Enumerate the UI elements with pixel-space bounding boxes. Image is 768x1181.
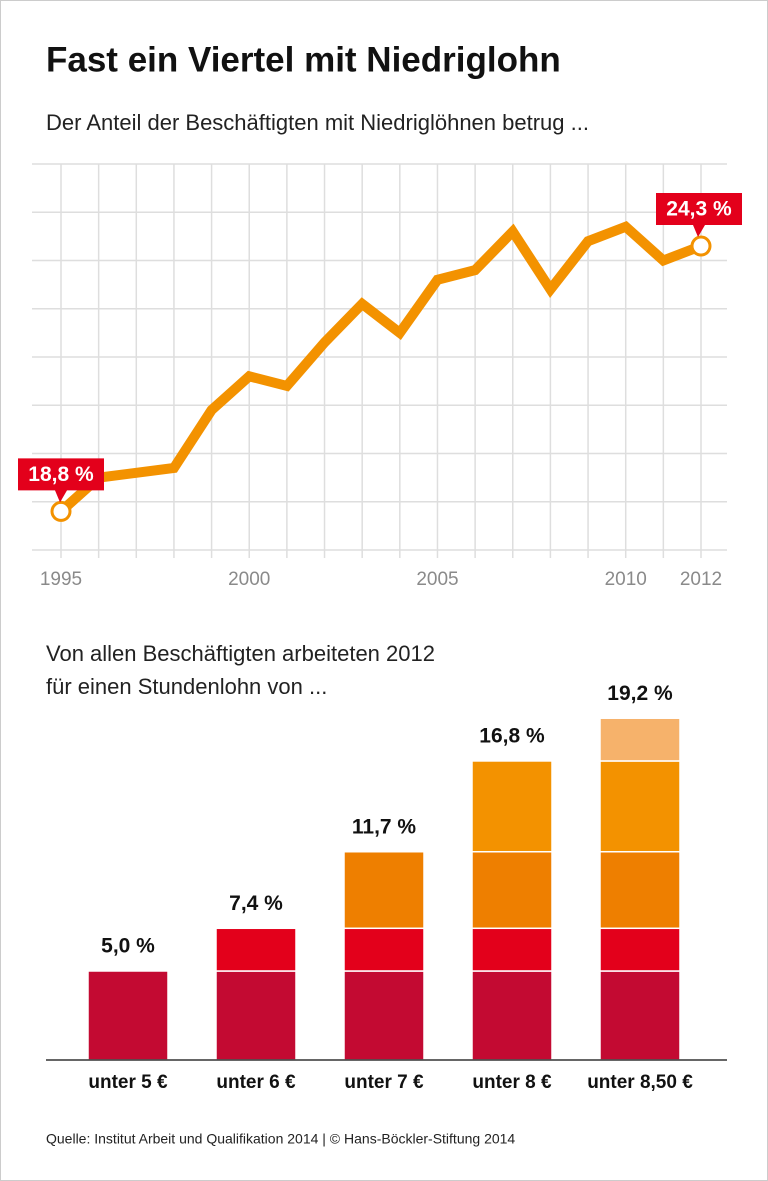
- total-label: 11,7 %: [352, 815, 417, 838]
- bar-segment: [471, 970, 553, 1061]
- x-tick-label: 2010: [605, 569, 647, 590]
- bar-segment: [215, 927, 297, 972]
- bar-title: Von allen Beschäftigten arbeiteten 2012: [46, 641, 435, 666]
- subtitle: Der Anteil der Beschäftigten mit Niedrig…: [46, 110, 589, 135]
- bar-segment: [343, 927, 425, 972]
- label-box: [18, 458, 104, 503]
- bar-segment: [471, 850, 553, 930]
- x-tick-label: unter 8,50 €: [587, 1072, 693, 1093]
- bar-segment: [599, 850, 681, 930]
- total-label: 5,0 %: [101, 935, 155, 958]
- bar-segment: [87, 970, 169, 1061]
- bar-segment: [343, 970, 425, 1061]
- total-label: 19,2 %: [607, 682, 673, 705]
- bar-segment: [599, 927, 681, 972]
- end-marker: [690, 235, 712, 257]
- bar-segment: [343, 850, 425, 930]
- x-tick-label: 2000: [228, 569, 270, 590]
- end-marker: [50, 500, 72, 522]
- value-label: 24,3 %: [666, 198, 732, 221]
- x-tick-label: unter 7 €: [344, 1072, 424, 1093]
- total-label: 7,4 %: [229, 892, 283, 915]
- bar-title: für einen Stundenlohn von ...: [46, 674, 327, 699]
- x-tick-label: unter 5 €: [88, 1072, 168, 1093]
- source: Quelle: Institut Arbeit und Qualifikatio…: [46, 1131, 515, 1147]
- value-label: 18,8 %: [28, 463, 94, 486]
- label-box: [656, 193, 742, 238]
- bar-segment: [215, 970, 297, 1061]
- bar-segment: [599, 717, 681, 762]
- bar-segment: [599, 760, 681, 853]
- title: Fast ein Viertel mit Niedriglohn: [46, 40, 561, 79]
- x-tick-label: 2005: [416, 569, 458, 590]
- x-tick-label: 1995: [40, 569, 82, 590]
- x-tick-label: unter 6 €: [216, 1072, 296, 1093]
- x-tick-label: unter 8 €: [472, 1072, 552, 1093]
- x-tick-label: 2012: [680, 569, 722, 590]
- total-label: 16,8 %: [479, 725, 545, 748]
- line: [57, 220, 703, 516]
- bar-segment: [471, 760, 553, 853]
- bar-segment: [471, 927, 553, 972]
- bar-segment: [599, 970, 681, 1061]
